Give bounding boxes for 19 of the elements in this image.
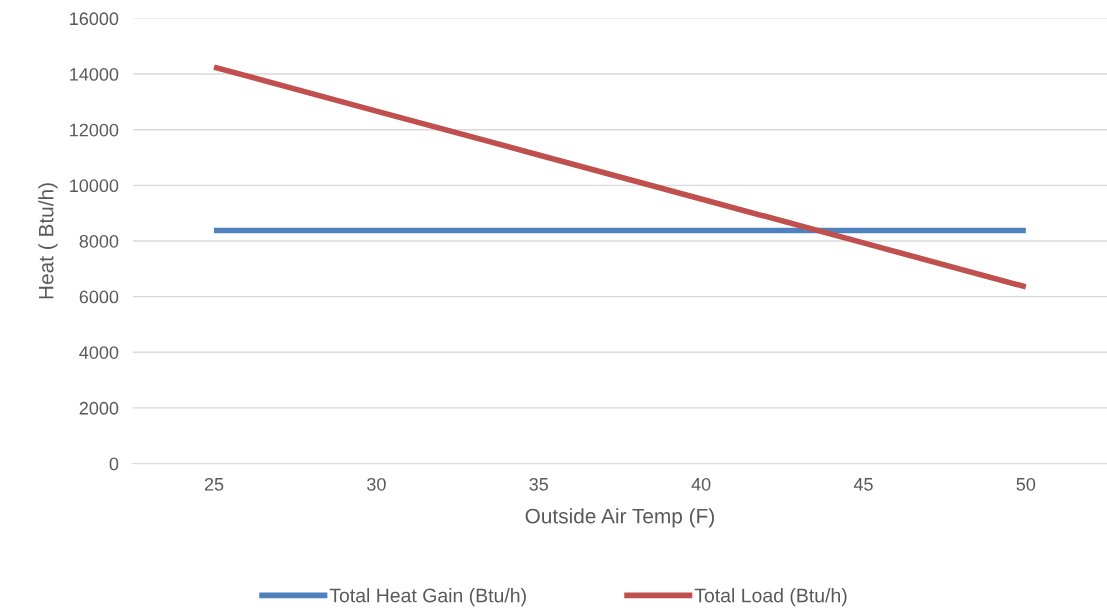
y-tick-label: 2000 <box>79 401 119 415</box>
x-axis-title: Outside Air Temp (F) <box>525 508 714 528</box>
y-tick-label: 12000 <box>70 123 119 137</box>
y-axis-title: Heat ( Btu/h) <box>38 183 58 299</box>
x-tick-label: 35 <box>529 477 549 491</box>
x-tick-label: 30 <box>367 477 386 491</box>
y-tick-label: 10000 <box>70 179 119 193</box>
x-tick-label: 45 <box>853 478 873 491</box>
y-tick-label: 6000 <box>79 290 119 304</box>
y-tick-label: 14000 <box>70 68 119 81</box>
legend-label: Total Load (Btu/h) <box>694 588 847 607</box>
y-tick-label: 0 <box>109 457 119 471</box>
legend-label: Total Heat Gain (Btu/h) <box>329 588 526 607</box>
y-tick-label: 16000 <box>70 12 119 26</box>
x-tick-label: 40 <box>691 477 711 491</box>
y-tick-label: 8000 <box>79 234 119 248</box>
y-tick-label: 4000 <box>79 346 119 359</box>
x-tick-label: 25 <box>204 477 224 491</box>
x-tick-label: 50 <box>1016 477 1036 491</box>
